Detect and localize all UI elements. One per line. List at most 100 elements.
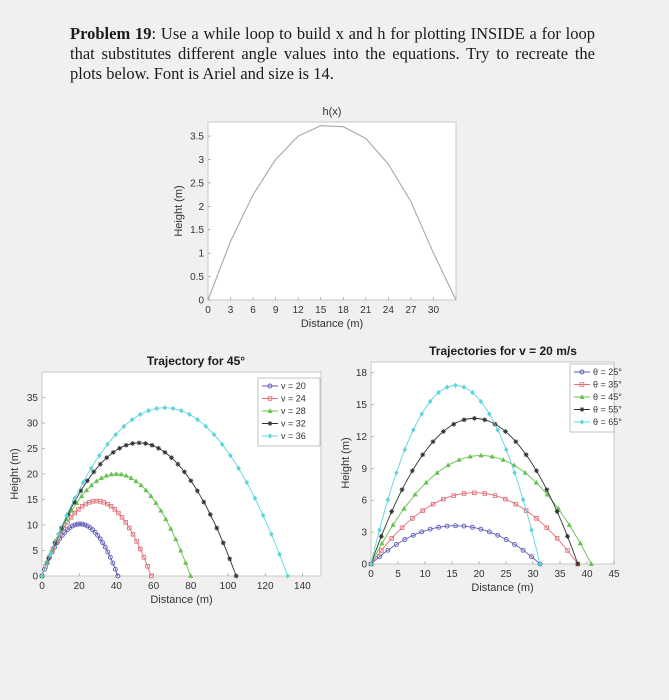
legend-marker xyxy=(579,369,585,375)
data-point xyxy=(503,496,508,502)
data-point xyxy=(566,522,572,527)
data-point xyxy=(588,561,594,566)
data-point xyxy=(78,488,84,494)
data-point xyxy=(368,561,374,567)
data-point xyxy=(168,525,174,531)
data-point xyxy=(444,384,450,390)
legend-entry: v = 28 xyxy=(281,406,306,416)
data-point xyxy=(385,547,391,553)
data-point xyxy=(42,566,47,572)
y-tick-label: 0.5 xyxy=(190,272,204,283)
legend-marker xyxy=(579,419,585,425)
legend-marker xyxy=(267,396,273,401)
y-tick-label: 1.5 xyxy=(190,225,204,236)
y-tick-label: 3.5 xyxy=(190,132,204,143)
data-point xyxy=(79,504,85,509)
x-axis-label: Distance (m) xyxy=(301,318,363,330)
x-tick-label: 15 xyxy=(315,305,327,316)
data-point xyxy=(108,471,114,477)
data-point xyxy=(503,429,508,434)
data-point xyxy=(112,566,118,572)
data-point xyxy=(112,507,118,512)
data-point xyxy=(513,439,519,445)
data-point xyxy=(227,556,233,562)
data-point xyxy=(260,512,266,519)
data-point xyxy=(79,493,85,499)
series-2 xyxy=(368,490,581,567)
legend-marker xyxy=(267,408,273,413)
data-point xyxy=(129,416,135,423)
x-tick-label: 80 xyxy=(185,581,197,592)
x-tick-label: 20 xyxy=(74,581,86,592)
x-tick-label: 140 xyxy=(294,581,311,592)
data-point xyxy=(444,523,450,529)
data-point xyxy=(214,525,220,531)
data-point xyxy=(427,398,433,405)
data-point xyxy=(148,573,154,579)
data-point xyxy=(456,456,462,462)
x-tick-label: 18 xyxy=(338,305,350,316)
data-point xyxy=(105,501,110,507)
data-point xyxy=(434,469,440,475)
series-3 xyxy=(368,452,594,566)
data-point xyxy=(219,441,225,448)
data-point xyxy=(113,431,119,438)
data-point xyxy=(93,478,100,484)
y-tick-label: 12 xyxy=(356,432,368,443)
data-point xyxy=(511,462,517,468)
x-tick-label: 40 xyxy=(111,581,123,592)
legend-marker xyxy=(267,383,273,389)
data-point xyxy=(220,540,226,546)
data-point xyxy=(183,559,189,565)
data-point xyxy=(469,524,475,530)
series-line xyxy=(370,492,579,565)
data-point xyxy=(520,496,526,503)
y-tick-label: 2.5 xyxy=(190,178,204,189)
x-tick-label: 30 xyxy=(428,305,440,316)
data-point xyxy=(482,417,488,423)
data-point xyxy=(95,532,101,538)
legend-entry: θ = 35° xyxy=(593,380,622,390)
data-point xyxy=(104,455,110,461)
data-point xyxy=(529,527,534,533)
data-point xyxy=(187,573,194,578)
x-tick-label: 27 xyxy=(405,305,417,316)
data-point xyxy=(470,389,475,396)
data-point xyxy=(461,523,467,529)
data-point xyxy=(565,533,570,539)
data-point xyxy=(97,452,102,459)
data-point xyxy=(534,516,539,521)
data-point xyxy=(149,442,155,448)
data-point xyxy=(123,472,129,478)
y-tick-label: 18 xyxy=(356,368,368,379)
data-point xyxy=(492,493,498,498)
data-point xyxy=(154,405,159,412)
series-5 xyxy=(368,382,543,567)
data-point xyxy=(80,479,86,486)
chart-title: Trajectory for 45° xyxy=(147,354,245,368)
data-point xyxy=(62,529,68,535)
x-tick-label: 0 xyxy=(205,305,211,316)
data-point xyxy=(451,493,456,498)
data-point xyxy=(453,382,458,389)
data-point xyxy=(97,536,103,542)
x-tick-label: 60 xyxy=(148,581,160,592)
y-axis-label: Height (m) xyxy=(9,448,21,499)
legend-entry: θ = 45° xyxy=(593,392,622,402)
data-point xyxy=(577,540,583,546)
data-point xyxy=(127,525,132,531)
data-point xyxy=(451,421,457,427)
series-line xyxy=(207,125,457,301)
data-point xyxy=(115,573,121,579)
data-point xyxy=(88,482,95,488)
data-point xyxy=(39,573,45,579)
x-tick-label: 6 xyxy=(250,305,256,316)
problem-statement: Problem 19: Use a while loop to build x … xyxy=(70,24,595,84)
data-point xyxy=(554,509,560,514)
data-point xyxy=(175,461,181,467)
data-point xyxy=(575,561,581,567)
data-point xyxy=(402,537,408,542)
legend: θ = 25° θ = 35° θ = 45° θ = 55° θ = 65° xyxy=(569,363,622,433)
data-point xyxy=(472,415,477,421)
data-point xyxy=(130,532,136,537)
